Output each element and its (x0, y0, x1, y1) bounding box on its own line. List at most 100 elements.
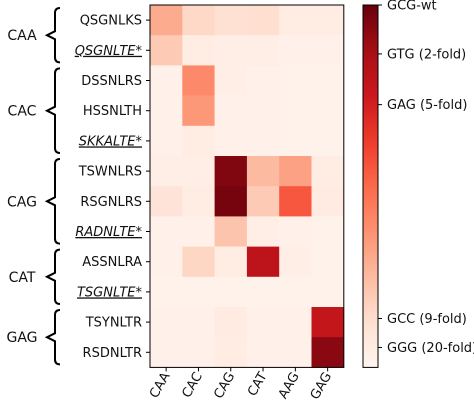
heatmap-cell (246, 186, 280, 217)
heatmap-cell (311, 246, 345, 278)
colorbar (362, 4, 379, 368)
heatmap-cell (182, 65, 215, 96)
heatmap-cell (150, 65, 183, 96)
heatmap-cell (182, 156, 215, 187)
row-label: DSSNLRS (81, 74, 142, 89)
heatmap-cell (279, 216, 312, 247)
group-bracket (44, 158, 61, 245)
heatmap-cell (246, 337, 280, 368)
heatmap-cell (279, 65, 312, 96)
heatmap-cell (246, 65, 280, 96)
row-label: QSGNLTE* (75, 44, 143, 59)
heatmap-cell (246, 125, 280, 157)
colorbar-tick-label: GAG (5-fold) (387, 98, 467, 113)
heatmap-cell (182, 5, 215, 36)
group-label: CAC (8, 104, 37, 120)
heatmap-cell (214, 125, 248, 157)
heatmap-cell (246, 5, 280, 36)
heatmap-cell (311, 125, 345, 157)
colorbar-tick-label: GCC (9-fold) (387, 312, 467, 327)
heatmap-cell (246, 35, 280, 66)
heatmap-cell (279, 246, 312, 278)
heatmap-cell (182, 35, 215, 66)
heatmap-cell (311, 65, 345, 96)
heatmap-cell (311, 216, 345, 247)
column-label: CAA (147, 370, 174, 401)
row-label: RSDNLTR (83, 346, 142, 361)
row-label: RSGNLRS (80, 195, 142, 210)
heatmap-cell (214, 216, 248, 247)
group-bracket (44, 309, 61, 366)
row-label: QSGNLKS (80, 14, 142, 29)
heatmap-cell (279, 35, 312, 66)
heatmap-cell (182, 276, 215, 308)
heatmap-cell (246, 216, 280, 247)
group-label: GAG (6, 330, 37, 346)
heatmap-cell (214, 5, 248, 36)
heatmap-cell (182, 186, 215, 217)
heatmap-cell (150, 186, 183, 217)
heatmap-cell (214, 156, 248, 187)
group-bracket (44, 7, 61, 64)
heatmap-cell (214, 35, 248, 66)
column-label: GAG (308, 370, 335, 402)
heatmap-cell (311, 276, 345, 308)
heatmap-cell (246, 95, 280, 127)
column-label: CAC (180, 370, 206, 401)
row-label: HSSNLTH (83, 104, 142, 119)
heatmap-cell (150, 337, 183, 368)
heatmap-cell (279, 186, 312, 217)
plot-frame (149, 4, 345, 368)
group-label: CAG (7, 194, 37, 210)
heatmap-cell (246, 276, 280, 308)
heatmap-cell (150, 125, 183, 157)
heatmap-cell (311, 5, 345, 36)
colorbar-tick-label: GCG-wt (387, 0, 437, 14)
column-label: AAG (276, 370, 303, 402)
heatmap-cell (150, 95, 183, 127)
heatmap-cell (279, 337, 312, 368)
group-label: CAT (9, 270, 36, 286)
row-label: RADNLTE* (75, 225, 142, 240)
heatmap-cell (182, 307, 215, 338)
heatmap-cell (311, 95, 345, 127)
heatmap-cell (182, 125, 215, 157)
heatmap-cell (150, 307, 183, 338)
heatmap-cell (150, 216, 183, 247)
heatmap-cell (214, 95, 248, 127)
heatmap-cell (279, 5, 312, 36)
heatmap-cell (311, 156, 345, 187)
row-label: SKKALTE* (79, 134, 143, 149)
heatmap-cell (214, 246, 248, 278)
heatmap-cell (214, 276, 248, 308)
heatmap-cell (311, 307, 345, 338)
heatmap-cell (311, 337, 345, 368)
heatmap-cell (279, 276, 312, 308)
column-label: CAG (211, 370, 238, 402)
heatmap-cell (150, 35, 183, 66)
heatmap-cell (214, 337, 248, 368)
heatmap-cell (214, 307, 248, 338)
group-label: CAA (7, 28, 37, 44)
heatmap-cell (214, 186, 248, 217)
heatmap-cell (182, 337, 215, 368)
row-label: ASSNLRA (82, 255, 142, 270)
heatmap-cell (182, 95, 215, 127)
heatmap-cell (279, 307, 312, 338)
heatmap-cell (246, 156, 280, 187)
heatmap-cell (150, 276, 183, 308)
heatmap-cell (182, 216, 215, 247)
colorbar-tick-label: GTG (2-fold) (387, 47, 466, 62)
heatmap-cell (279, 156, 312, 187)
row-label: TSGNLTE* (77, 285, 143, 300)
heatmap-cell (214, 65, 248, 96)
heatmap-cell (150, 246, 183, 278)
heatmap-cell (150, 5, 183, 36)
heatmap-cell (246, 307, 280, 338)
group-bracket (44, 67, 61, 154)
heatmap-cells (150, 5, 345, 368)
heatmap-cell (150, 156, 183, 187)
heatmap-cell (279, 125, 312, 157)
row-label: TSYNLTR (85, 316, 142, 331)
heatmap-cell (311, 35, 345, 66)
